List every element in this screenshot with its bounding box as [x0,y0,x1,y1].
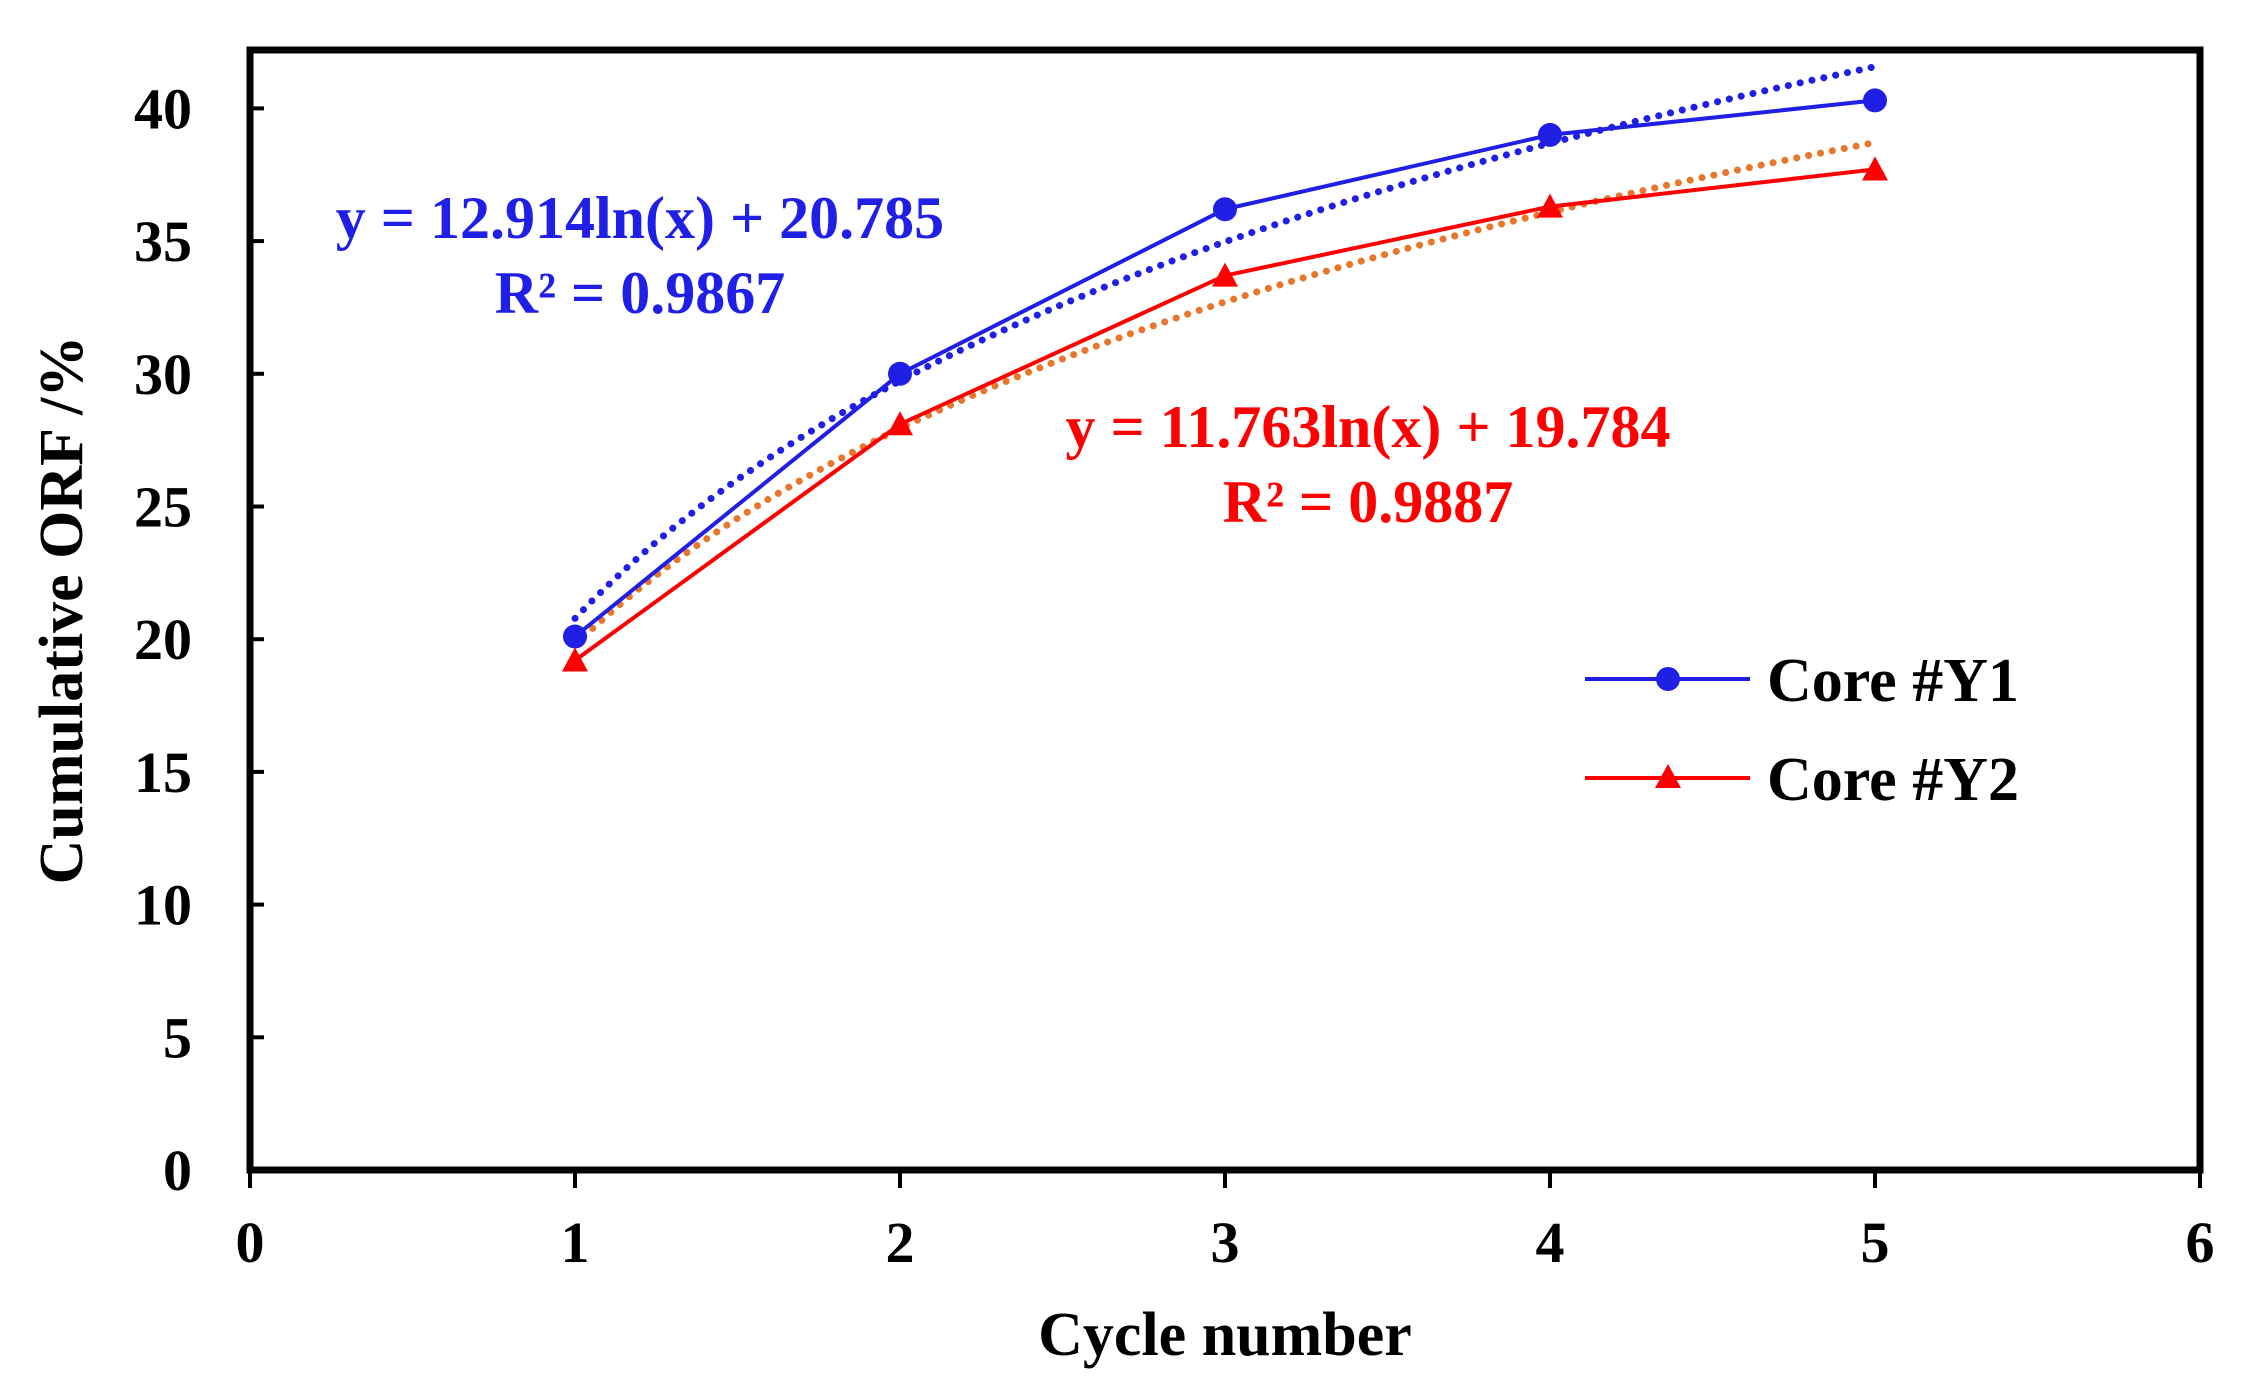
x-tick-label: 5 [1861,1210,1890,1275]
r-squared-y1: R² = 0.9867 [495,260,786,326]
y-tick-label: 0 [163,1138,192,1203]
y-tick-label: 15 [134,740,192,805]
data-point-core-y2 [1862,156,1888,181]
y-tick-label: 5 [163,1005,192,1070]
x-tick-label: 4 [1536,1210,1565,1275]
data-point-core-y1 [1863,88,1887,113]
data-point-core-y2 [1212,262,1238,287]
trendline-equation-core-y2: y = 11.763ln(x) + 19.784 R² = 0.9887 [1065,394,1670,535]
data-point-core-y2 [887,411,913,436]
y-tick-label: 20 [134,607,192,672]
x-tick-label: 0 [236,1210,265,1275]
equation-y1: y = 12.914ln(x) + 20.785 [336,185,944,251]
legend: Core #Y1 Core #Y2 [1585,647,2019,814]
data-point-core-y1 [1213,197,1237,222]
legend-item-core-y1: Core #Y1 [1585,647,2019,715]
x-tick-label: 1 [561,1210,590,1275]
y-tick-label: 10 [134,873,192,938]
data-point-core-y2 [1537,193,1563,218]
x-axis-ticks: 0 1 2 3 4 5 6 [236,1170,2215,1275]
legend-label-y2: Core #Y2 [1767,746,2019,814]
y-tick-label: 25 [134,474,192,539]
y-tick-label: 35 [134,209,192,274]
y-axis-title: Cumulative ORF /% [28,336,96,885]
trendline-core-y2 [571,139,1879,649]
legend-label-y1: Core #Y1 [1767,647,2019,715]
trendline-core-y1 [571,63,1879,622]
trendlines [571,63,1879,649]
x-axis-title: Cycle number [1038,1301,1412,1369]
r-squared-y2: R² = 0.9887 [1223,469,1514,535]
data-point-core-y1 [888,361,912,386]
legend-marker-triangle-y2 [1655,764,1681,788]
data-point-core-y1 [563,624,587,649]
x-tick-label: 2 [886,1210,915,1275]
equation-y2: y = 11.763ln(x) + 19.784 [1065,394,1670,460]
plot-area-frame [246,46,2204,1174]
y-axis-ticks: 0 5 10 15 20 25 30 35 40 [134,76,264,1203]
data-point-core-y1 [1538,122,1562,147]
series-layer [562,88,1888,672]
y-tick-label: 30 [134,342,192,407]
x-tick-label: 6 [2186,1210,2215,1275]
legend-marker-circle-y1 [1656,667,1680,691]
legend-item-core-y2: Core #Y2 [1585,746,2019,814]
trendline-equation-core-y1: y = 12.914ln(x) + 20.785 R² = 0.9867 [336,185,944,326]
y-tick-label: 40 [134,76,192,141]
x-tick-label: 3 [1211,1210,1240,1275]
data-point-core-y2 [562,647,588,672]
